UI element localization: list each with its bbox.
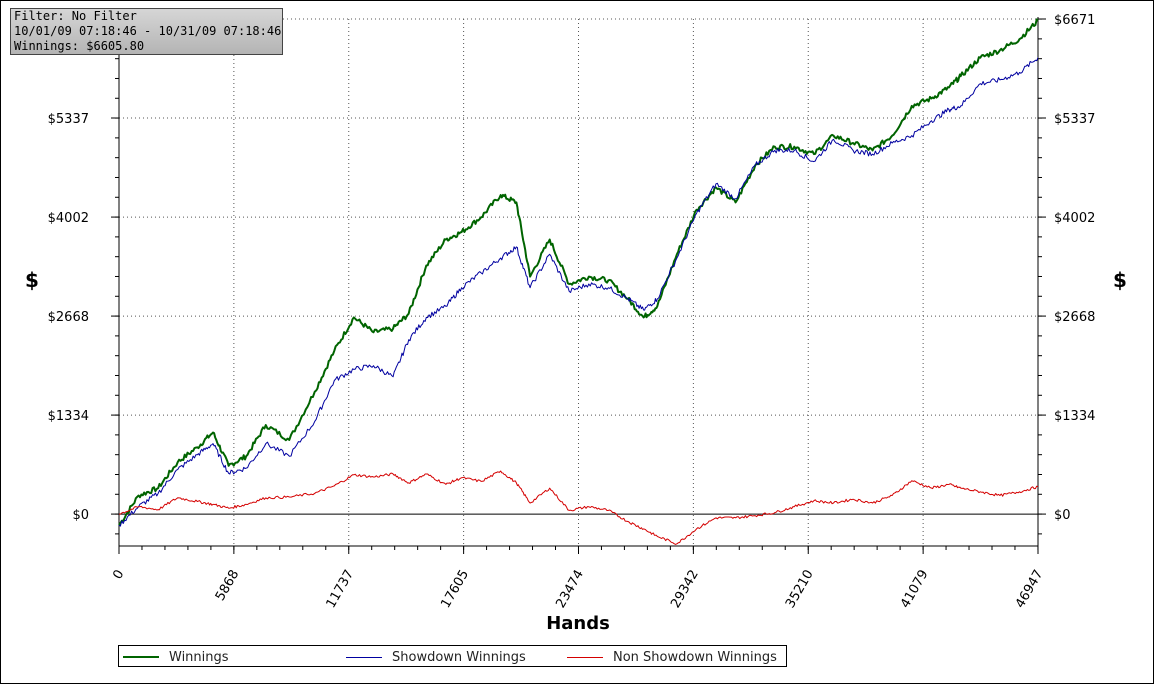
- x-ticks: 0 5868 11737 17605 23474 29342 35210 41079 46947: [110, 546, 1046, 611]
- axes: [118, 17, 1039, 547]
- left-y-ticks: $0$1334$2668$4002$5337$6671: [48, 13, 119, 535]
- series-line-non-showdown: [119, 470, 1039, 545]
- y-tick-label-right: $0: [1054, 508, 1071, 523]
- y-tick-label-left: $0: [72, 508, 89, 523]
- winnings-total-label: Winnings: $6605.80: [14, 39, 145, 53]
- x-axis-label: Hands: [546, 613, 610, 634]
- legend-swatch-non-showdown: [567, 656, 603, 658]
- legend-swatch-winnings: [123, 656, 159, 658]
- series-line-showdown: [118, 57, 1039, 527]
- grid-lines: [119, 18, 1039, 546]
- y-axis-label-left: $: [25, 268, 39, 292]
- series-lines: [118, 18, 1039, 545]
- filter-label: Filter: No Filter: [14, 9, 137, 23]
- y-tick-label-right: $6671: [1054, 13, 1095, 28]
- y-axis-label-right: $: [1113, 268, 1127, 292]
- x-tick-label: 41079: [898, 568, 932, 611]
- y-tick-label-left: $4002: [48, 211, 89, 226]
- y-tick-label-left: $5337: [48, 112, 89, 127]
- y-tick-label-left: $2668: [48, 310, 89, 325]
- x-tick-label: 11737: [324, 568, 358, 611]
- right-y-ticks: $0 $1334 $2668 $4002 $5337 $6671: [1038, 13, 1095, 535]
- x-tick-label: 17605: [438, 568, 472, 611]
- x-tick-label: 23474: [553, 568, 587, 611]
- x-tick-label: 35210: [783, 568, 817, 611]
- legend: Winnings Showdown Winnings Non Showdown …: [118, 645, 787, 667]
- legend-label-winnings: Winnings: [169, 649, 229, 665]
- legend-swatch-showdown: [346, 656, 382, 658]
- x-tick-label: 0: [110, 568, 127, 583]
- y-tick-label-left: $1334: [48, 409, 89, 424]
- y-tick-label-right: $2668: [1054, 310, 1095, 325]
- legend-item-winnings: Winnings: [123, 649, 229, 665]
- series-line-winnings: [118, 18, 1039, 526]
- date-range-label: 10/01/09 07:18:46 - 10/31/09 07:18:46: [14, 24, 282, 38]
- legend-item-non-showdown: Non Showdown Winnings: [567, 649, 777, 665]
- legend-label-showdown: Showdown Winnings: [392, 649, 526, 665]
- filter-info-box: Filter: No Filter 10/01/09 07:18:46 - 10…: [10, 8, 283, 55]
- y-tick-label-right: $5337: [1054, 112, 1095, 127]
- y-tick-label-right: $1334: [1054, 409, 1095, 424]
- x-tick-label: 29342: [668, 568, 702, 611]
- legend-item-showdown: Showdown Winnings: [346, 649, 526, 665]
- x-tick-label: 5868: [213, 568, 243, 604]
- y-tick-label-right: $4002: [1054, 211, 1095, 226]
- x-tick-label: 46947: [1013, 568, 1047, 611]
- legend-label-non-showdown: Non Showdown Winnings: [613, 649, 777, 665]
